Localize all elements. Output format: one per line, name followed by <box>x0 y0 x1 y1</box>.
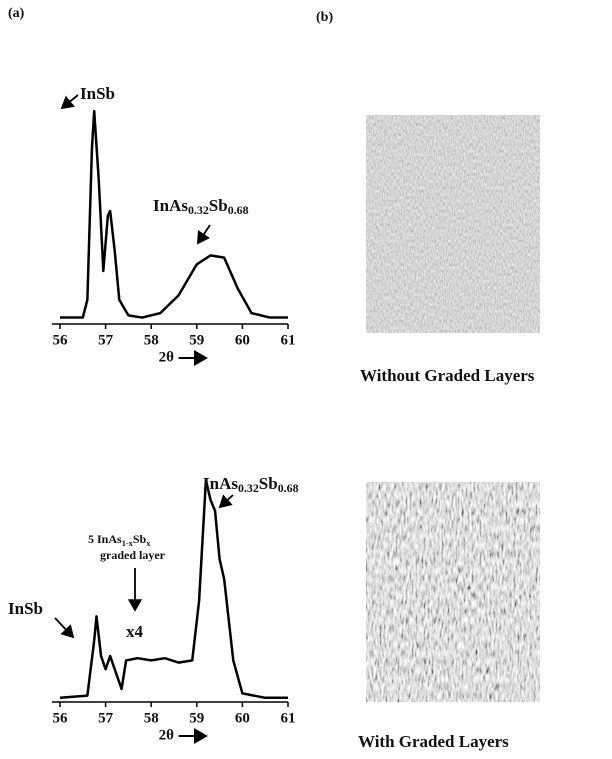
annotation: x4 <box>126 622 144 641</box>
annotation-part: 0.32 <box>188 203 209 217</box>
x-tick-label: 57 <box>98 332 114 348</box>
annotation: InSb <box>8 599 43 618</box>
image-caption: With Graded Layers <box>358 732 509 751</box>
x-tick-label: 61 <box>281 332 296 348</box>
annotation-part: x4 <box>126 622 144 641</box>
annotation-arrow <box>60 94 79 110</box>
annotation-part: 0.32 <box>238 481 259 495</box>
annotation: InAs0.32Sb0.68 <box>153 196 249 217</box>
x-tick-label: 57 <box>98 710 114 726</box>
afm-image <box>366 115 540 333</box>
annotation-part: InSb <box>80 84 115 103</box>
x-tick-label: 59 <box>189 332 204 348</box>
annotation-part: InAs <box>153 196 188 215</box>
x-tick-label: 58 <box>144 710 159 726</box>
x-axis-label: 2θ <box>159 349 175 365</box>
annotation: InAs0.32Sb0.68 <box>203 474 299 495</box>
annotation-part: graded layer <box>100 548 166 562</box>
x-tick-label: 61 <box>281 710 296 726</box>
xrd-curve <box>60 109 288 319</box>
annotation-part: 1-x <box>122 539 134 548</box>
x-tick-label: 56 <box>53 710 69 726</box>
annotation-part: Sb <box>259 474 278 493</box>
annotation-part: InAs <box>203 474 238 493</box>
x-axis-label: 2θ <box>159 727 175 743</box>
annotation-part: Sb <box>133 532 147 546</box>
annotation-arrow <box>54 617 75 639</box>
x-tick-label: 59 <box>189 710 204 726</box>
x-tick-label: 60 <box>235 710 250 726</box>
xrd-curve <box>59 478 288 700</box>
annotation-part: 0.68 <box>278 481 299 495</box>
x-tick-label: 60 <box>235 332 250 348</box>
annotation-part: 5 InAs <box>88 532 122 546</box>
annotation: InSb <box>80 84 115 103</box>
panel-label: (a) <box>8 6 25 21</box>
panel-label: (b) <box>316 10 333 25</box>
annotation: 5 InAs1-xSbx <box>88 532 151 548</box>
x-tick-label: 56 <box>53 332 69 348</box>
annotation: graded layer <box>100 548 166 562</box>
x-tick-label: 58 <box>144 332 159 348</box>
annotation-part: InSb <box>8 599 43 618</box>
afm-image <box>366 482 540 702</box>
annotation-part: Sb <box>209 196 228 215</box>
annotation-arrow <box>218 494 234 509</box>
annotation-arrow <box>197 224 211 245</box>
annotation-part: x <box>146 539 151 548</box>
image-caption: Without Graded Layers <box>360 366 535 385</box>
annotation-part: 0.68 <box>228 203 249 217</box>
